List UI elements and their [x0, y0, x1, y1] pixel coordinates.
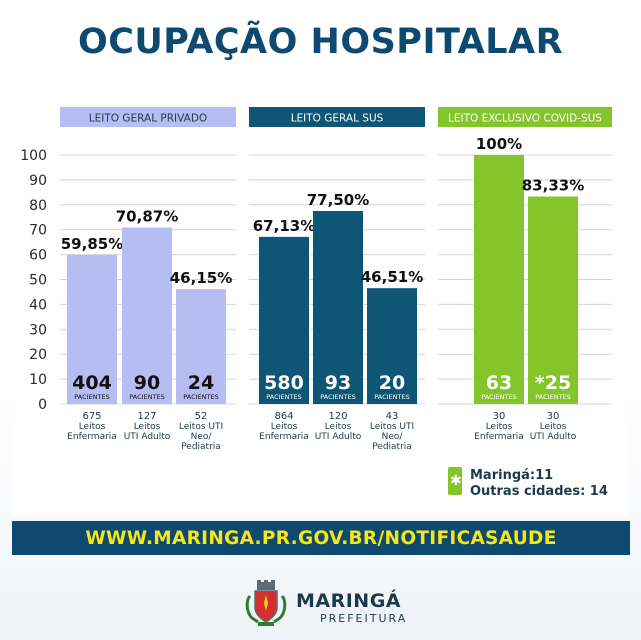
bar — [474, 155, 524, 404]
bar-percent-label: 70,87% — [116, 208, 178, 226]
group-header-label: LEITO GERAL PRIVADO — [89, 113, 207, 125]
page-title: OCUPAÇÃO HOSPITALAR — [77, 22, 564, 62]
x-category-label: Leitos — [79, 422, 106, 432]
y-tick-label: 90 — [29, 173, 47, 189]
bar-percent-label: 67,13% — [253, 217, 315, 235]
bar-beds-count: 120 — [328, 411, 347, 422]
legend-marker-box — [448, 467, 462, 495]
bar-percent-label: 77,50% — [307, 191, 369, 209]
x-category-label: Leitos — [540, 422, 567, 432]
group-header-label: LEITO EXCLUSIVO COVID-SUS — [448, 113, 602, 125]
bar-beds-count: 675 — [82, 411, 101, 422]
bar-percent-label: 100% — [476, 135, 522, 153]
bar-patients-count: 63 — [486, 372, 512, 394]
x-category-label: Leitos — [486, 422, 513, 432]
bar-patients-label: PACIENTES — [183, 393, 218, 401]
group-header — [438, 107, 612, 127]
bar-patients-label: PACIENTES — [266, 393, 301, 401]
x-category-label: Enfermaria — [67, 432, 117, 442]
y-tick-label: 10 — [29, 372, 47, 388]
city-crest-icon — [245, 580, 287, 626]
bar — [176, 289, 226, 404]
y-tick-label: 60 — [29, 248, 47, 264]
bar — [528, 196, 578, 404]
group-header — [249, 107, 425, 127]
y-tick-label: 50 — [29, 273, 47, 289]
bar-beds-count: 30 — [547, 411, 560, 422]
legend-other-cities: Outras cidades: 14 — [470, 484, 608, 499]
group-header — [60, 107, 236, 127]
bar-patients-count: 90 — [134, 372, 160, 394]
bar-patients-count: 580 — [264, 372, 304, 394]
bar-patients-count: 93 — [325, 372, 351, 394]
x-category-label: Enfermaria — [474, 432, 524, 442]
group-header-label: LEITO GERAL SUS — [291, 113, 384, 125]
bar-percent-label: 46,51% — [361, 268, 423, 286]
x-category-label: Leitos — [134, 422, 161, 432]
bar-percent-label: 83,33% — [522, 177, 584, 195]
bar — [259, 236, 309, 404]
bar — [313, 211, 363, 404]
bar-patients-count: 24 — [188, 372, 214, 394]
website-link[interactable]: WWW.MARINGA.PR.GOV.BR/NOTIFICASAUDE — [85, 527, 557, 549]
asterisk-icon: ✱ — [450, 473, 462, 489]
bar-patients-label: PACIENTES — [374, 393, 409, 401]
bar-beds-count: 127 — [137, 411, 156, 422]
y-tick-label: 30 — [29, 322, 47, 338]
bar-beds-count: 43 — [386, 411, 399, 422]
x-category-label: Leitos — [325, 422, 352, 432]
x-category-label: UTI Adulto — [124, 432, 171, 442]
bar-beds-count: 52 — [195, 411, 208, 422]
y-tick-label: 70 — [29, 223, 47, 239]
x-category-label: Leitos — [271, 422, 298, 432]
bar-beds-count: 864 — [274, 411, 293, 422]
x-category-label: Pediatria — [372, 442, 412, 452]
bar-patients-count: 20 — [379, 372, 405, 394]
bar-patients-count: 404 — [72, 372, 112, 394]
x-category-label: UTI Adulto — [315, 432, 362, 442]
y-tick-label: 100 — [20, 148, 47, 164]
website-banner[interactable]: WWW.MARINGA.PR.GOV.BR/NOTIFICASAUDE — [12, 521, 630, 555]
bar-patients-label: PACIENTES — [129, 393, 164, 401]
x-category-label: Neo/ — [191, 432, 213, 442]
bar — [122, 227, 172, 404]
x-category-label: Neo/ — [382, 432, 404, 442]
bar-percent-label: 59,85% — [61, 235, 123, 253]
occupancy-chart: 0 10 20 30 40 50 60 70 80 90 100 LEITO GERAL PRIVAD… — [20, 107, 612, 452]
x-category-label: UTI Adulto — [530, 432, 577, 442]
brand-name: MARINGÁ — [296, 590, 402, 612]
bar-beds-count: 30 — [493, 411, 506, 422]
x-category-label: Leitos UTI — [179, 422, 223, 432]
bar — [67, 254, 117, 404]
bar-percent-label: 46,15% — [170, 269, 232, 287]
bar-patients-label: PACIENTES — [74, 393, 109, 401]
bar-patients-label: PACIENTES — [535, 393, 570, 401]
y-tick-label: 40 — [29, 297, 47, 313]
y-tick-label: 0 — [38, 397, 47, 413]
bar-patients-count: *25 — [535, 372, 571, 394]
bar-patients-label: PACIENTES — [320, 393, 355, 401]
x-category-label: Leitos UTI — [370, 422, 414, 432]
brand-subtitle: PREFEITURA — [320, 612, 408, 625]
legend-maringa: Maringá:11 — [470, 468, 554, 483]
y-tick-label: 80 — [29, 198, 47, 214]
y-tick-label: 20 — [29, 347, 47, 363]
x-category-label: Enfermaria — [259, 432, 309, 442]
bar-patients-label: PACIENTES — [481, 393, 516, 401]
x-category-label: Pediatria — [181, 442, 221, 452]
bar — [367, 288, 417, 404]
